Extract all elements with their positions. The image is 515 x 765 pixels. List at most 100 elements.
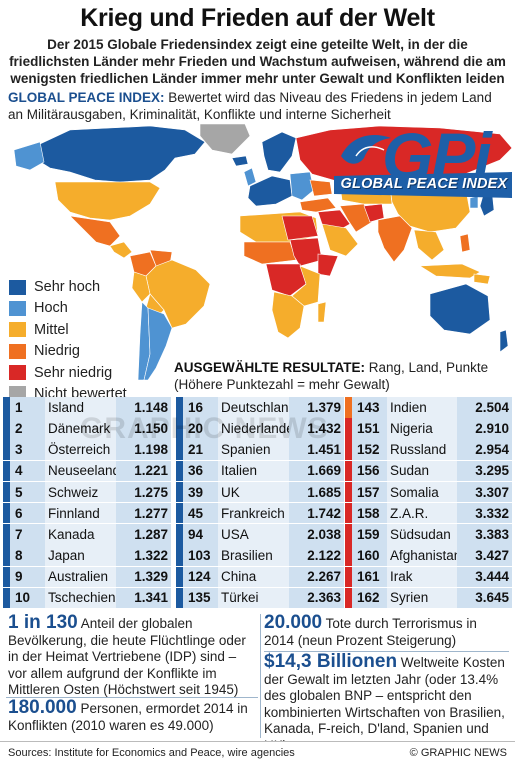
rank-cell: 39: [183, 481, 218, 503]
table-row: 157 Somalia 3.307: [345, 481, 512, 503]
fact-divider-right: [264, 651, 509, 652]
country-cell: Spanien: [218, 439, 289, 460]
table-row: 10 Tschechien 1.341: [3, 587, 171, 609]
map-australia: [429, 283, 491, 335]
table-row: 162 Syrien 3.645: [345, 587, 512, 609]
country-cell: Afghanistan: [387, 545, 457, 566]
map-sahel: [243, 241, 297, 265]
map-libya-egypt: [281, 215, 319, 241]
score-cell: 1.150: [116, 418, 171, 439]
score-cell: 2.954: [457, 439, 512, 460]
row-color-bar: [176, 397, 183, 418]
row-color-bar: [176, 587, 183, 609]
table-row: 135 Türkei 2.363: [176, 587, 344, 609]
rank-cell: 21: [183, 439, 218, 460]
score-cell: 1.277: [116, 502, 171, 524]
legend-item: Niedrig: [8, 341, 183, 361]
rank-cell: 1: [10, 397, 45, 418]
rank-cell: 159: [352, 524, 387, 545]
map-usa: [54, 181, 161, 221]
row-color-bar: [3, 502, 10, 524]
country-cell: Kanada: [45, 524, 116, 545]
score-cell: 3.332: [457, 502, 512, 524]
gpi-description: GLOBAL PEACE INDEX: Bewertet wird das Ni…: [8, 89, 508, 123]
table-row: 21 Spanien 1.451: [176, 439, 344, 460]
row-color-bar: [176, 418, 183, 439]
map-southern-africa: [271, 291, 305, 339]
table-row: 2 Dänemark 1.150: [3, 418, 171, 439]
row-color-bar: [345, 524, 352, 545]
row-color-bar: [3, 418, 10, 439]
country-cell: UK: [218, 481, 289, 503]
row-color-bar: [345, 502, 352, 524]
fact-killed-text: Personen, ermordet 2014 in Konflikten (2…: [8, 701, 248, 733]
results-heading: AUSGEWÄHLTE RESULTATE: Rang, Land, Punkt…: [174, 359, 494, 393]
legend-swatch: [8, 342, 27, 360]
map-scandinavia: [261, 131, 297, 173]
legend-item: Hoch: [8, 298, 183, 318]
score-cell: 1.275: [116, 481, 171, 503]
fact-killed: 180.000 Personen, ermordet 2014 in Konfl…: [8, 698, 258, 734]
score-cell: 2.267: [289, 566, 344, 587]
table-row: 39 UK 1.685: [176, 481, 344, 503]
score-cell: 2.122: [289, 545, 344, 566]
score-cell: 2.910: [457, 418, 512, 439]
table-row: 45 Frankreich 1.742: [176, 502, 344, 524]
table-row: 3 Österreich 1.198: [3, 439, 171, 460]
row-color-bar: [345, 397, 352, 418]
country-cell: Deutschland: [218, 397, 289, 418]
map-mexico: [69, 215, 121, 247]
row-color-bar: [3, 460, 10, 482]
row-color-bar: [345, 439, 352, 460]
rank-cell: 2: [10, 418, 45, 439]
table-row: 124 China 2.267: [176, 566, 344, 587]
country-cell: Z.A.R.: [387, 502, 457, 524]
table-row: 6 Finnland 1.277: [3, 502, 171, 524]
page-title: Krieg und Frieden auf der Welt: [80, 4, 435, 32]
map-new-zealand: [499, 329, 509, 353]
score-cell: 1.329: [116, 566, 171, 587]
legend-label: Sehr hoch: [34, 279, 101, 295]
rank-cell: 8: [10, 545, 45, 566]
score-cell: 3.307: [457, 481, 512, 503]
rank-cell: 36: [183, 460, 218, 482]
row-color-bar: [3, 566, 10, 587]
sources: Sources: Institute for Economics and Pea…: [8, 747, 295, 759]
row-color-bar: [176, 481, 183, 503]
map-indonesia: [419, 263, 481, 279]
rank-cell: 6: [10, 502, 45, 524]
fact-cost: $14,3 Billionen Weltweite Kosten der Gew…: [264, 652, 509, 754]
gpi-logo: GPi GLOBAL PEACE INDEX: [334, 119, 512, 218]
map-philippines: [459, 233, 471, 253]
legend-swatch: [8, 299, 27, 317]
map-uk: [243, 167, 257, 187]
legend-item: Sehr niedrig: [8, 363, 183, 383]
rank-cell: 94: [183, 524, 218, 545]
table-row: 5 Schweiz 1.275: [3, 481, 171, 503]
results-column-1: 1 Island 1.148 2 Dänemark 1.150 3 Österreich 1.1…: [3, 397, 171, 609]
rank-cell: 152: [352, 439, 387, 460]
rank-cell: 151: [352, 418, 387, 439]
footer: Sources: Institute for Economics and Pea…: [0, 741, 515, 765]
table-row: 160 Afghanistan 3.427: [345, 545, 512, 566]
row-color-bar: [345, 418, 352, 439]
legend-label: Hoch: [34, 300, 68, 317]
score-cell: 3.295: [457, 460, 512, 482]
score-cell: 2.038: [289, 524, 344, 545]
row-color-bar: [176, 566, 183, 587]
table-row: 151 Nigeria 2.910: [345, 418, 512, 439]
map-west-europe: [247, 175, 293, 207]
country-cell: Irak: [387, 566, 457, 587]
country-cell: Russland: [387, 439, 457, 460]
results-text: Rang, Land, Punkte (Höhere Punktezahl = …: [174, 360, 489, 392]
country-cell: Somalia: [387, 481, 457, 503]
legend-swatch: [8, 278, 27, 296]
legend-label: Niedrig: [34, 343, 80, 360]
country-cell: China: [218, 566, 289, 587]
score-cell: 1.322: [116, 545, 171, 566]
map-argentina: [143, 307, 173, 381]
table-row: 143 Indien 2.504: [345, 397, 512, 418]
row-color-bar: [3, 481, 10, 503]
map-east-europe: [289, 171, 315, 201]
map-peru: [131, 271, 151, 303]
